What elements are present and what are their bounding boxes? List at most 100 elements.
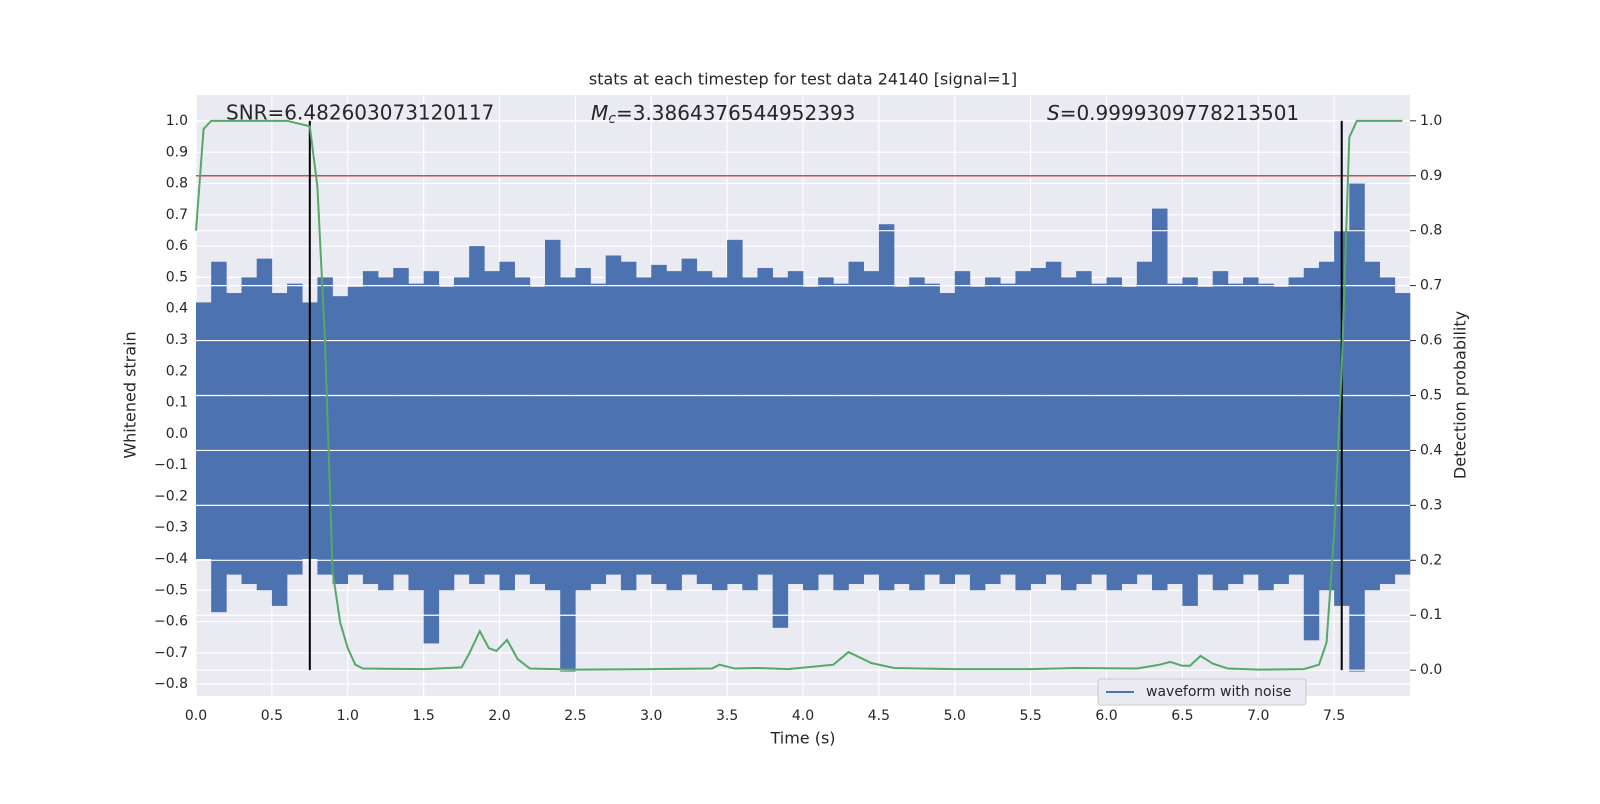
waveform-bin — [499, 261, 515, 591]
y2-tick-label: 0.4 — [1420, 442, 1442, 458]
waveform-bin — [1227, 283, 1244, 584]
y-tick-label: −0.1 — [154, 457, 188, 473]
x-axis-label: Time (s) — [769, 729, 835, 748]
y-tick-label: 0.2 — [166, 363, 188, 379]
y2-axis-label: Detection probability — [1451, 311, 1470, 479]
waveform-bin — [196, 302, 212, 559]
waveform-bin — [909, 277, 925, 591]
waveform-bin — [529, 286, 546, 584]
y-tick-label: −0.8 — [154, 676, 188, 692]
waveform-bin — [954, 271, 971, 575]
y2-tick-label: 0.1 — [1420, 607, 1442, 623]
waveform-bin — [317, 277, 333, 575]
waveform-bin — [711, 277, 728, 591]
x-tick-label: 1.5 — [412, 708, 434, 724]
waveform-bin — [757, 268, 773, 575]
waveform-bin — [484, 271, 500, 575]
waveform-bin — [1182, 277, 1198, 606]
y-tick-label: 0.8 — [166, 176, 188, 192]
probability-line — [195, 119, 1403, 671]
waveform-bin — [226, 293, 242, 575]
waveform-bin — [1121, 286, 1138, 584]
y-tick-label: 0.5 — [166, 269, 188, 285]
waveform-bin — [1212, 271, 1229, 591]
waveform-bin — [560, 277, 576, 672]
x-tick-label: 5.5 — [1019, 708, 1041, 724]
y-tick-label: 0.9 — [166, 144, 188, 160]
waveform-bin — [453, 277, 470, 575]
waveform-bin — [1091, 283, 1107, 575]
waveform-bin — [863, 271, 880, 575]
x-tick-label: 6.5 — [1171, 708, 1193, 724]
x-tick-label: 6.0 — [1095, 708, 1117, 724]
waveform-bin — [848, 261, 864, 584]
x-tick-label: 3.0 — [640, 708, 662, 724]
waveform-bin — [1364, 261, 1380, 591]
waveform-bin — [1243, 277, 1259, 575]
x-tick-label: 1.0 — [337, 708, 359, 724]
waveform-bin — [256, 258, 273, 591]
waveform-bin — [1394, 293, 1411, 575]
y-tick-label: 0.6 — [166, 238, 188, 254]
annotation-subscript: c — [608, 111, 616, 127]
waveform-bin — [362, 271, 379, 584]
y-axis-label: Whitened strain — [121, 331, 140, 458]
waveform-bin — [1167, 283, 1183, 584]
waveform-bin — [651, 264, 667, 584]
x-tick-label: 2.5 — [564, 708, 586, 724]
waveform-bin — [1030, 268, 1047, 584]
waveform-bin — [772, 277, 789, 628]
waveform-bin — [438, 286, 455, 591]
y-tick-label: 0.3 — [166, 332, 188, 348]
waveform-bin — [347, 286, 364, 575]
waveform-bin — [605, 255, 622, 575]
waveform-bin — [241, 277, 257, 584]
waveform-bin — [1349, 183, 1365, 672]
y2-tick-label: 0.5 — [1420, 388, 1442, 404]
y-tick-label: 0.1 — [166, 395, 188, 411]
x-tick-label: 5.0 — [944, 708, 966, 724]
y2-tick-label: 0.6 — [1420, 333, 1442, 349]
waveform-bin — [666, 271, 682, 591]
y2-tick-label: 0.0 — [1420, 662, 1442, 678]
y-tick-label: −0.5 — [154, 582, 188, 598]
waveform-bin — [514, 277, 531, 575]
waveform-bin — [378, 277, 394, 591]
annotation-symbol: S — [1047, 101, 1060, 125]
y-tick-label: −0.7 — [154, 645, 188, 661]
waveform-bin — [727, 239, 743, 584]
y-tick-label: −0.4 — [154, 551, 188, 567]
waveform-bin — [803, 286, 819, 591]
waveform-bin — [1076, 271, 1092, 584]
waveform-bin — [969, 286, 986, 591]
waveform-bin — [742, 277, 758, 591]
x-tick-label: 7.5 — [1323, 708, 1345, 724]
legend-label: waveform with noise — [1146, 684, 1291, 700]
waveform-bin — [833, 283, 849, 591]
annotation: Mc=3.3864376544952393 — [591, 101, 855, 128]
y-tick-label: 1.0 — [166, 113, 188, 129]
waveform-bin — [575, 268, 591, 591]
y2-tick-label: 0.2 — [1420, 552, 1442, 568]
y-tick-label: −0.2 — [154, 488, 188, 504]
x-tick-label: 3.5 — [716, 708, 738, 724]
waveform-bin — [1136, 261, 1153, 575]
waveform-bin — [1258, 283, 1274, 591]
y2-tick-label: 0.8 — [1420, 223, 1442, 239]
y-tick-label: 0.7 — [166, 207, 188, 223]
waveform-bin — [894, 286, 910, 584]
waveform-bin — [696, 271, 713, 584]
y2-tick-label: 0.9 — [1420, 168, 1442, 184]
y2-tick-label: 0.7 — [1420, 278, 1442, 294]
y-tick-label: −0.6 — [154, 614, 188, 630]
waveform-bin — [1379, 277, 1396, 584]
waveform-bin — [332, 296, 349, 584]
chart-title: stats at each timestep for test data 241… — [589, 70, 1017, 89]
x-tick-label: 2.0 — [488, 708, 510, 724]
waveform-bin — [1318, 261, 1335, 591]
waveform-bin — [287, 283, 303, 575]
waveform-bin — [423, 271, 440, 644]
waveform-bin — [1060, 277, 1077, 591]
waveform-bin — [590, 283, 607, 584]
